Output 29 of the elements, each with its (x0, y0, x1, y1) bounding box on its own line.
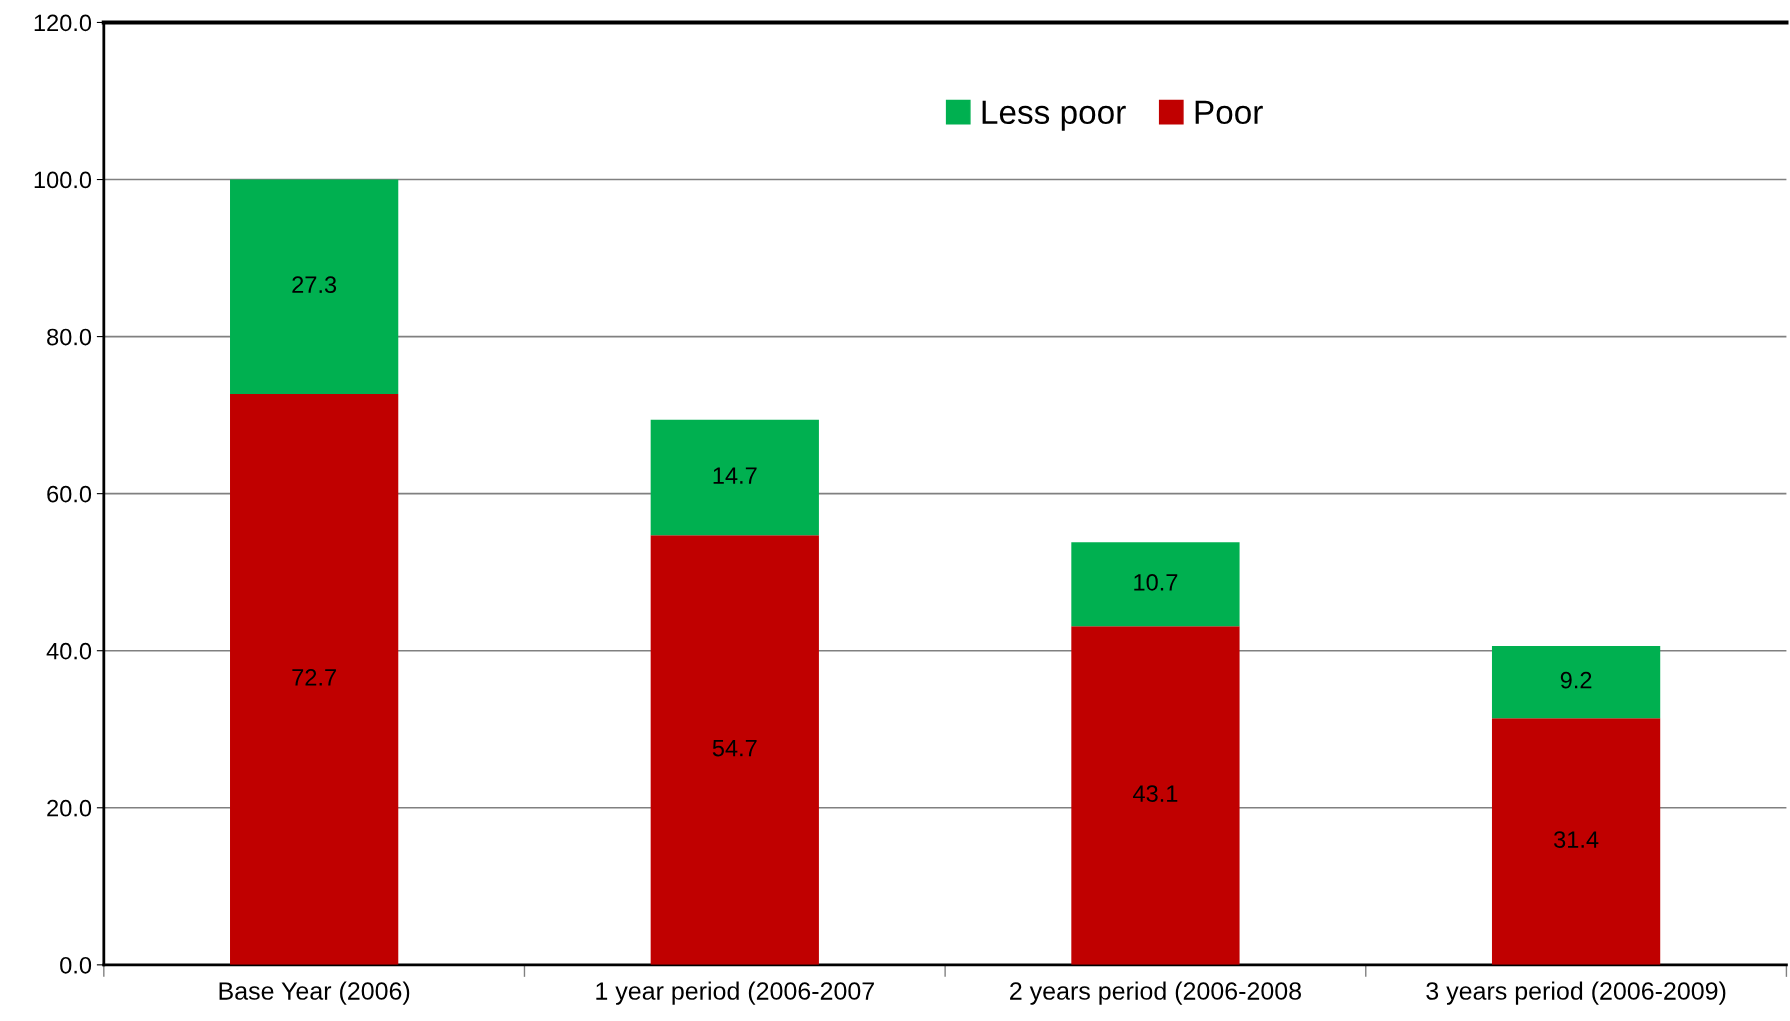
data-label: 31.4 (1554, 831, 1599, 848)
bar (230, 179, 399, 394)
y-tick-label: 20.0 (47, 799, 92, 817)
y-tick-label: 0.0 (60, 956, 92, 974)
legend-label: Poor (1195, 100, 1263, 125)
data-label: 43.1 (1133, 785, 1178, 802)
data-label: 54.7 (712, 739, 757, 757)
bar (650, 419, 819, 536)
y-tick-label: 80.0 (47, 328, 92, 346)
bar (1071, 626, 1240, 965)
y-tick-label: 40.0 (46, 642, 92, 660)
data-label: 10.7 (1134, 573, 1178, 591)
x-tick-label: 1 year period (2006-2007 (596, 981, 874, 1005)
x-tick-label: 3 years period (2006-2009) (1426, 981, 1726, 1005)
data-label: 14.7 (713, 467, 757, 484)
bar (230, 393, 399, 965)
legend-label: Less poor (982, 100, 1126, 131)
bar (1491, 718, 1661, 965)
y-tick-label: 100.0 (34, 171, 92, 189)
bar (1491, 646, 1661, 719)
data-label: 9.2 (1560, 671, 1592, 689)
x-tick-label: Base Year (2006) (219, 981, 410, 1005)
bar (1071, 542, 1240, 627)
y-tick-label: 60.0 (47, 485, 92, 503)
x-tick-label: 2 years period (2006-2008 (1010, 981, 1301, 1005)
bar (650, 535, 819, 965)
data-label: 72.7 (292, 669, 336, 686)
y-tick-label: 120.0 (34, 14, 92, 32)
data-label: 27.3 (292, 276, 337, 294)
